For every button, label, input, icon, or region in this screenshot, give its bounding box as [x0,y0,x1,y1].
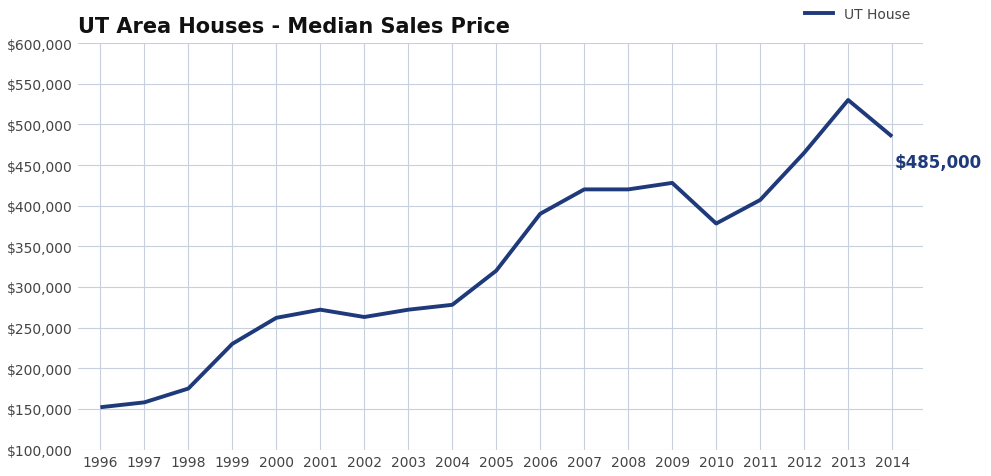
UT House [182,386,194,392]
UT House [94,405,106,410]
UT House [622,187,634,193]
UT House [271,315,282,321]
UT House [754,198,766,203]
UT House [798,150,810,156]
UT House [711,221,722,227]
UT House [579,187,591,193]
UT House [226,341,238,347]
UT House [446,302,458,308]
Text: $485,000: $485,000 [894,154,981,172]
Legend: UT House: UT House [800,2,916,27]
UT House [534,211,546,217]
UT House [402,307,414,313]
UT House [314,307,326,313]
UT House [139,400,151,406]
UT House [359,315,371,320]
UT House [842,98,854,104]
UT House [491,268,502,274]
UT House [886,134,898,140]
Text: UT Area Houses - Median Sales Price: UT Area Houses - Median Sales Price [78,17,510,37]
Line: UT House: UT House [100,101,892,407]
UT House [666,181,678,187]
